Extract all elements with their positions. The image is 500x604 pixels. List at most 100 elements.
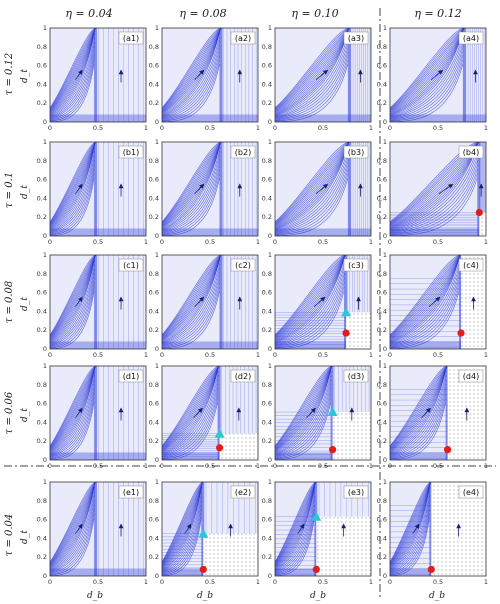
bottom-band: [275, 341, 371, 349]
flow-arrow: [194, 183, 205, 194]
x-tick: 0: [160, 578, 164, 586]
separatrix-wall: [94, 482, 98, 576]
bottom-band: [50, 228, 146, 236]
y-tick: 0.8: [37, 497, 47, 505]
flow-arrow: [315, 69, 329, 81]
x-tick: 0: [388, 124, 392, 132]
x-tick-labels: 0 0.5 1: [388, 238, 488, 246]
flow-arrow: [412, 523, 420, 534]
x-tick-labels: 0 0.5 1: [388, 351, 488, 359]
x-tick: 1: [369, 578, 373, 586]
y-tick: 0: [268, 345, 272, 353]
flow-arrow: [194, 296, 205, 307]
y-tick: 0.6: [149, 516, 159, 524]
x-tick: 0.5: [205, 578, 215, 586]
x-tick: 0: [48, 578, 52, 586]
flow-arrow: [75, 69, 83, 80]
flow-arrow: [306, 407, 316, 418]
x-tick: 0.5: [433, 124, 443, 132]
x-tick-labels: 0 0.5 1: [48, 578, 148, 586]
x-tick: 0: [48, 124, 52, 132]
x-tick: 0: [273, 124, 277, 132]
y-tick-labels: 0 0.2 0.4 0.6 0.8 1: [377, 138, 387, 240]
separatrix-wall: [347, 28, 351, 122]
panel-frame: [274, 27, 372, 123]
y-tick: 0.6: [262, 516, 272, 524]
x-tick: 0.5: [318, 124, 328, 132]
y-tick: 0: [43, 572, 47, 580]
x-tick: 0.5: [205, 124, 215, 132]
bottom-band: [50, 452, 146, 460]
panel-b2: (b2)00.20.40.60.810 0.5 1: [149, 138, 260, 246]
panel-label-text: (d2): [235, 372, 251, 381]
y-tick: 0.2: [149, 326, 159, 334]
streamlines: [162, 366, 220, 460]
x-tick: 0: [48, 351, 52, 359]
y-tick: 0.2: [149, 99, 159, 107]
x-tick-labels: 0 0.5 1: [273, 351, 373, 359]
y-tick-labels: 0 0.2 0.4 0.6 0.8 1: [377, 24, 387, 126]
panel-c3: (c3)00.20.40.60.810 0.5 1: [262, 251, 373, 359]
y-tick: 1: [268, 362, 272, 370]
panel-label: (b1): [118, 145, 144, 159]
y-tick-labels: 0 0.2 0.4 0.6 0.8 1: [262, 251, 272, 353]
row-label-2: τ = 0.1: [4, 172, 15, 208]
panel-frame: [389, 481, 487, 577]
unstable-region: [203, 533, 258, 576]
stable-point: [216, 444, 224, 452]
panel-label-text: (b4): [463, 148, 479, 157]
bottom-band: [390, 228, 486, 236]
y-tick: 0.8: [37, 157, 47, 165]
y-tick-labels: 0 0.2 0.4 0.6 0.8 1: [149, 138, 159, 240]
y-tick: 0.4: [37, 307, 47, 315]
x-tick: 0.5: [433, 578, 443, 586]
bottom-band: [390, 114, 486, 122]
y-tick: 0.4: [262, 307, 272, 315]
panel-label-text: (e4): [463, 488, 479, 497]
panel-e3: (e3)00.20.40.60.810 0.5 1: [262, 478, 373, 586]
streamlines: [390, 482, 432, 576]
panel-b1: (b1)00.20.40.60.810 0.5 1: [37, 138, 148, 246]
panel-frame: [274, 141, 372, 237]
panel-label: (d3): [343, 369, 369, 383]
x-tick: 0.5: [318, 462, 328, 470]
y-tick: 1: [383, 24, 387, 32]
panel-label: (a3): [343, 31, 369, 45]
panel-frame: [49, 141, 147, 237]
y-tick: 1: [383, 478, 387, 486]
panel-label-text: (a2): [235, 34, 251, 43]
separatrix-wall: [217, 366, 221, 460]
panel-frame: [389, 27, 487, 123]
x-axis-label-4: d_b: [429, 591, 445, 601]
x-tick: 1: [484, 578, 488, 586]
panel-label-text: (b1): [123, 148, 139, 157]
panel-e2: (e2)00.20.40.60.810 0.5 1: [149, 478, 260, 586]
row-label-1: τ = 0.12: [4, 53, 15, 96]
panel-frame: [274, 254, 372, 350]
flow-arrow: [75, 523, 83, 534]
y-tick: 0.8: [262, 381, 272, 389]
panel-label-text: (e1): [123, 488, 139, 497]
x-axis-labels: d_b d_b d_b d_b: [87, 591, 445, 601]
y-tick: 0.4: [149, 534, 159, 542]
y-tick: 0.8: [262, 497, 272, 505]
y-tick-labels: 0 0.2 0.4 0.6 0.8 1: [377, 362, 387, 464]
flow-arrow: [421, 407, 431, 418]
y-tick-labels: 0 0.2 0.4 0.6 0.8 1: [37, 478, 47, 580]
stable-point: [444, 446, 452, 454]
flow-arrow: [438, 183, 454, 195]
x-axis-label-1: d_b: [87, 591, 103, 601]
streamlines: [50, 366, 97, 460]
x-tick: 0.5: [93, 578, 103, 586]
panel-label: (e4): [458, 485, 484, 499]
vertical-flow: [98, 482, 144, 576]
y-tick: 0.8: [149, 270, 159, 278]
x-axis-label-2: d_b: [197, 591, 213, 601]
y-tick: 0.6: [262, 400, 272, 408]
column-header-1: η = 0.04: [65, 7, 112, 20]
panel-d2: (d2)00.20.40.60.810 0.5 1: [149, 362, 260, 470]
y-tick-labels: 0 0.2 0.4 0.6 0.8 1: [37, 362, 47, 464]
unstable-region: [479, 212, 486, 236]
saddle-point: [311, 511, 322, 521]
